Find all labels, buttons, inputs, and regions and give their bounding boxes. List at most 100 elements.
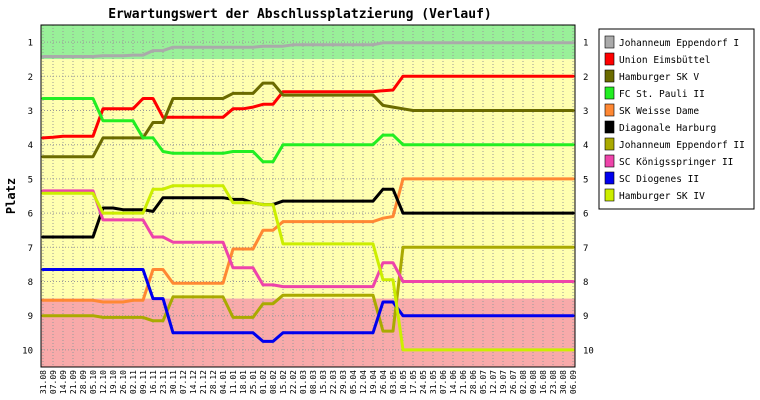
chart-title: Erwartungswert der Abschlussplatzierung … <box>108 7 492 22</box>
y-tick-label: 6 <box>583 210 588 220</box>
y-tick-label: 1 <box>583 39 588 49</box>
x-tick-label: 30.11 <box>169 370 178 394</box>
x-tick-label: 14.09 <box>59 370 68 394</box>
x-tick-label: 08.02 <box>269 370 278 394</box>
x-tick-label: 21.12 <box>199 370 208 394</box>
x-tick-label: 01.02 <box>259 370 268 394</box>
y-tick-label: 7 <box>583 244 588 254</box>
x-tick-label: 12.10 <box>99 370 108 394</box>
series-line-4 <box>41 177 575 304</box>
legend-label: Union Eimsbüttel <box>619 55 711 66</box>
x-tick-label: 15.02 <box>279 370 288 394</box>
y-tick-labels-left: 1 2 3 4 5 6 7 8 9 10 <box>22 39 33 357</box>
x-tick-label: 31.05 <box>429 370 438 394</box>
x-tick-label: 24.05 <box>419 370 428 394</box>
y-tick-label: 10 <box>22 346 33 356</box>
x-tick-label: 29.03 <box>339 370 348 394</box>
legend: Johanneum Eppendorf I Union Eimsbüttel Ham… <box>598 28 755 210</box>
x-tick-label: 26.04 <box>379 370 388 394</box>
legend-label: SK Weisse Dame <box>619 106 699 117</box>
x-tick-label: 19.07 <box>499 370 508 394</box>
y-tick-label: 9 <box>583 312 588 322</box>
x-tick-label: 01.03 <box>299 370 308 394</box>
legend-swatch <box>604 154 615 168</box>
x-tick-label: 10.05 <box>399 370 408 394</box>
x-tick-label: 02.08 <box>519 370 528 394</box>
legend-label: Hamburger SK V <box>619 72 699 83</box>
y-tick-label: 8 <box>28 278 33 288</box>
legend-swatch <box>604 120 615 134</box>
x-tick-label: 07.09 <box>49 370 58 394</box>
x-tick-label: 14.06 <box>449 370 458 394</box>
legend-label: SC Königsspringer II <box>619 157 733 168</box>
series-lines <box>41 41 575 352</box>
legend-label: Johanneum Eppendorf I <box>619 38 739 49</box>
legend-swatch <box>604 86 615 100</box>
y-tick-label: 6 <box>28 210 33 220</box>
legend-swatch <box>604 52 615 66</box>
series-line-1 <box>41 74 575 140</box>
legend-swatch <box>604 188 615 202</box>
legend-label: Johanneum Eppendorf II <box>619 140 745 151</box>
y-tick-label: 3 <box>28 107 33 117</box>
x-tick-label: 28.12 <box>209 370 218 394</box>
y-tick-labels-right: 1 2 3 4 5 6 7 8 9 10 <box>583 39 594 357</box>
x-tick-label: 09.08 <box>529 370 538 394</box>
series-line-9 <box>41 184 575 352</box>
x-tick-label: 21.09 <box>69 370 78 394</box>
series-line-2 <box>41 81 575 159</box>
y-tick-label: 5 <box>28 175 33 185</box>
legend-label: Diagonale Harburg <box>619 123 716 134</box>
x-tick-label: 15.03 <box>319 370 328 394</box>
legend-swatch <box>604 171 615 185</box>
x-tick-label: 18.01 <box>239 370 248 394</box>
x-tick-label: 06.09 <box>569 370 578 394</box>
legend-swatch <box>604 69 615 83</box>
x-tick-label: 28.09 <box>79 370 88 394</box>
x-tick-label: 02.11 <box>129 370 138 394</box>
y-tick-label: 8 <box>583 278 588 288</box>
series-line-6 <box>41 245 575 333</box>
x-tick-label: 05.04 <box>349 370 358 394</box>
series-line-8 <box>41 268 575 343</box>
x-tick-label: 28.06 <box>469 370 478 394</box>
x-tick-label: 19.04 <box>369 370 378 394</box>
y-tick-label: 7 <box>28 244 33 254</box>
legend-box <box>598 28 755 210</box>
x-tick-label: 07.06 <box>439 370 448 394</box>
x-tick-label: 03.05 <box>389 370 398 394</box>
x-tick-label: 05.07 <box>479 370 488 394</box>
x-tick-label: 08.03 <box>309 370 318 394</box>
legend-label: FC St. Pauli II <box>619 89 705 100</box>
x-tick-label: 11.01 <box>229 370 238 394</box>
y-tick-label: 2 <box>583 73 588 83</box>
x-tick-label: 07.12 <box>179 370 188 394</box>
legend-swatch <box>604 103 615 117</box>
x-tick-label: 04.01 <box>219 370 228 394</box>
legend-label: SC Diogenes II <box>619 174 699 185</box>
x-tick-label: 16.08 <box>539 370 548 394</box>
x-tick-label: 30.08 <box>559 370 568 394</box>
x-tick-label: 26.10 <box>119 370 128 394</box>
x-tick-label: 12.07 <box>489 370 498 394</box>
y-tick-label: 2 <box>28 73 33 83</box>
x-tick-label: 26.07 <box>509 370 518 394</box>
x-tick-labels: 31.08 07.09 14.09 21.09 28.09 05.10 12.10 19.10… <box>39 370 578 394</box>
series-line-3 <box>41 97 575 164</box>
legend-label: Hamburger SK IV <box>619 191 705 202</box>
y-tick-label: 4 <box>583 141 588 151</box>
x-tick-label: 22.02 <box>289 370 298 394</box>
x-tick-label: 21.06 <box>459 370 468 394</box>
plot-frame <box>40 24 576 368</box>
x-tick-label: 17.05 <box>409 370 418 394</box>
y-tick-label: 4 <box>28 141 33 151</box>
series-line-5 <box>41 187 575 239</box>
y-tick-label: 1 <box>28 39 33 49</box>
y-tick-label: 10 <box>583 346 594 356</box>
y-tick-label: 5 <box>583 175 588 185</box>
x-tick-label: 05.10 <box>89 370 98 394</box>
y-tick-label: 3 <box>583 107 588 117</box>
x-tick-label: 19.10 <box>109 370 118 394</box>
series-line-0 <box>41 41 575 58</box>
